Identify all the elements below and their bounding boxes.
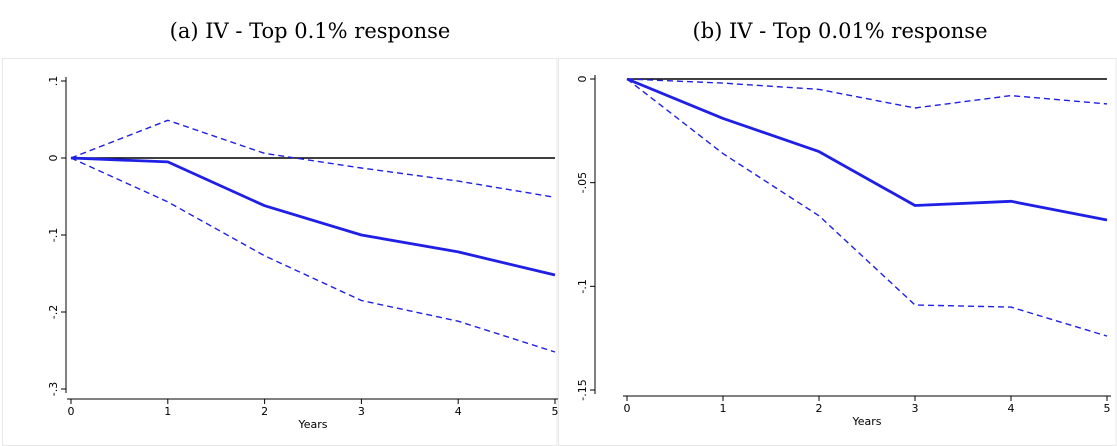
- x-tick-label: 4: [1008, 402, 1015, 415]
- y-tick-label: -.1: [47, 228, 60, 242]
- x-tick-label: 4: [455, 405, 462, 418]
- chart-panel-a: .1 0 -.1 -.2 -.3 0 1 2 3 4 5 Years: [2, 58, 559, 446]
- chart-panel-b: 0 -.05 -.1 -.15 0 1 2 3 4 5 Years: [558, 58, 1117, 446]
- lower-bound-line: [70, 157, 556, 353]
- x-tick-label: 5: [552, 405, 559, 418]
- panel-frame: [2, 58, 558, 446]
- panel-frame: [558, 58, 1117, 446]
- y-tick-label: 0: [47, 155, 60, 162]
- x-tick-label: 3: [912, 402, 919, 415]
- y-tick-label: .1: [47, 76, 60, 87]
- x-tick-label: 2: [261, 405, 268, 418]
- upper-bound-line: [626, 78, 1108, 109]
- y-tick-label: -.15: [576, 379, 589, 400]
- panel-a-title: (a) IV - Top 0.1% response: [169, 19, 451, 43]
- x-tick-label: 1: [720, 402, 727, 415]
- y-tick-label: -.3: [47, 382, 60, 396]
- y-tick-label: -.2: [47, 305, 60, 319]
- panel-b-title: (b) IV - Top 0.01% response: [692, 19, 988, 43]
- y-tick-label: 0: [576, 76, 589, 83]
- y-tick-label: -.05: [576, 172, 589, 193]
- x-tick-label: 0: [624, 402, 631, 415]
- y-tick-label: -.1: [576, 279, 589, 293]
- upper-bound-line: [70, 119, 556, 198]
- x-tick-label: 0: [68, 405, 75, 418]
- x-axis-title: Years: [297, 418, 327, 431]
- x-axis-title: Years: [851, 415, 881, 428]
- x-tick-label: 5: [1104, 402, 1111, 415]
- x-tick-label: 1: [164, 405, 171, 418]
- x-tick-label: 2: [816, 402, 823, 415]
- point-estimate-line: [70, 156, 556, 277]
- lower-bound-line: [626, 78, 1108, 337]
- x-tick-label: 3: [358, 405, 365, 418]
- point-estimate-line: [626, 77, 1108, 222]
